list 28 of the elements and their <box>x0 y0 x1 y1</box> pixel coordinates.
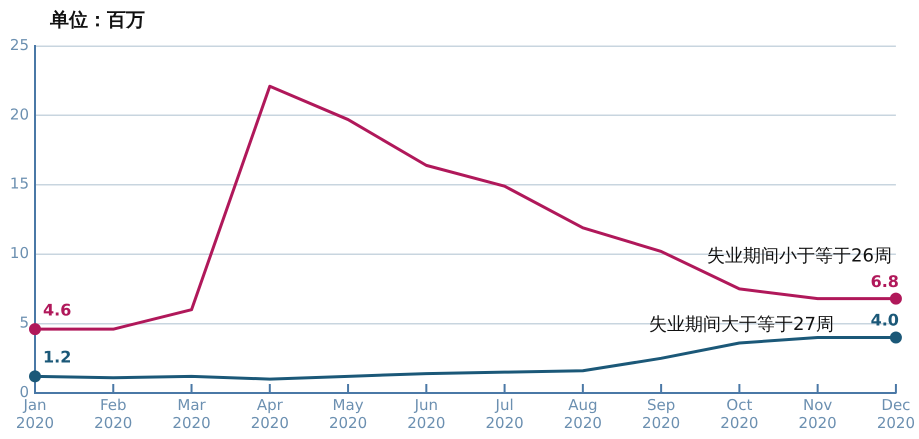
x-tick-label: Mar 2020 <box>172 396 211 432</box>
point <box>890 331 902 344</box>
x-tick-label: Apr 2020 <box>250 396 289 432</box>
x-tick-label: Aug 2020 <box>564 396 602 432</box>
x-tick-label: Jul 2020 <box>485 396 524 432</box>
data-label: 1.2 <box>43 348 72 366</box>
y-tick-label: 15 <box>10 174 29 193</box>
point <box>29 323 41 336</box>
data-label: 4.6 <box>43 300 72 320</box>
y-tick-label: 5 <box>19 313 29 332</box>
x-tick-label: Oct 2020 <box>720 396 758 432</box>
y-tick-label: 10 <box>10 244 29 262</box>
x-tick-label: Dec 2020 <box>876 396 916 432</box>
point <box>890 292 902 305</box>
data-label: 6.8 <box>870 272 899 291</box>
series-label: 失业期间大于等于27周 <box>649 314 834 336</box>
y-axis-title: 单位：百万 <box>50 8 145 33</box>
point <box>29 370 41 382</box>
y-tick-label: 20 <box>10 105 29 124</box>
x-tick-label: Feb 2020 <box>94 396 132 432</box>
data-label: 4.0 <box>870 310 899 330</box>
x-tick-label: Sep 2020 <box>642 396 680 432</box>
y-tick-label: 0 <box>19 382 29 401</box>
x-tick-label: Jun 2020 <box>407 396 446 432</box>
y-tick-label: 25 <box>10 36 29 54</box>
series-label: 失业期间小于等于26周 <box>707 245 892 266</box>
x-tick-label: May 2020 <box>328 396 368 432</box>
x-tick-label: Nov 2020 <box>798 396 837 432</box>
